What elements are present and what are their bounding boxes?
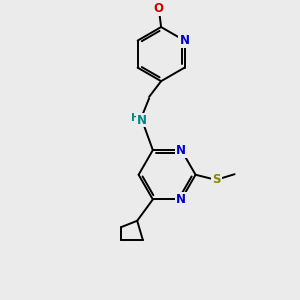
Text: S: S: [212, 173, 220, 186]
Text: O: O: [154, 2, 164, 15]
Text: H: H: [131, 113, 140, 123]
Text: N: N: [137, 114, 147, 127]
Text: N: N: [176, 144, 186, 157]
Text: N: N: [176, 193, 186, 206]
Text: N: N: [179, 34, 190, 47]
